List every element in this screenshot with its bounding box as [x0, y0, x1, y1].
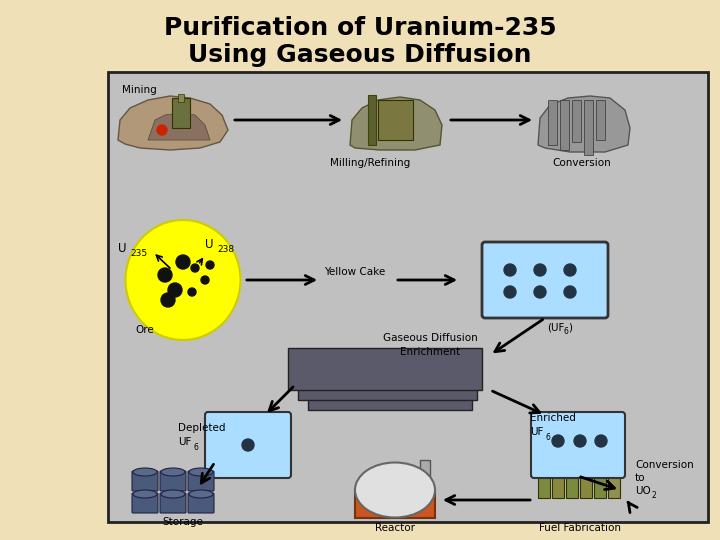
FancyBboxPatch shape	[205, 412, 291, 478]
Text: Enrichment: Enrichment	[400, 347, 460, 357]
Circle shape	[564, 286, 576, 298]
Text: UO: UO	[635, 486, 651, 496]
Text: Fuel Fabrication: Fuel Fabrication	[539, 523, 621, 533]
Circle shape	[242, 439, 254, 451]
Text: Depleted: Depleted	[178, 423, 225, 433]
Text: Using Gaseous Diffusion: Using Gaseous Diffusion	[188, 43, 532, 67]
FancyBboxPatch shape	[172, 98, 190, 128]
Text: 6: 6	[194, 442, 199, 451]
Circle shape	[552, 435, 564, 447]
Text: UF: UF	[530, 427, 544, 437]
FancyBboxPatch shape	[560, 100, 569, 150]
FancyBboxPatch shape	[308, 368, 472, 410]
Polygon shape	[118, 96, 228, 150]
Circle shape	[595, 435, 607, 447]
Text: 6: 6	[563, 327, 568, 336]
Text: (UF: (UF	[547, 323, 564, 333]
Text: Purification of Uranium-235: Purification of Uranium-235	[163, 16, 557, 40]
Text: Conversion: Conversion	[635, 460, 694, 470]
Text: Ore: Ore	[135, 325, 154, 335]
Ellipse shape	[161, 490, 185, 498]
FancyBboxPatch shape	[580, 446, 592, 498]
FancyBboxPatch shape	[538, 443, 550, 498]
Polygon shape	[350, 97, 442, 150]
Text: Milling/Refining: Milling/Refining	[330, 158, 410, 168]
Text: Storage: Storage	[163, 517, 204, 527]
FancyBboxPatch shape	[572, 100, 581, 142]
FancyBboxPatch shape	[132, 471, 158, 491]
FancyBboxPatch shape	[108, 72, 708, 522]
Text: Conversion: Conversion	[553, 158, 611, 168]
Circle shape	[161, 293, 175, 307]
FancyBboxPatch shape	[368, 95, 376, 145]
Text: UF: UF	[178, 437, 192, 447]
FancyBboxPatch shape	[548, 100, 557, 145]
Polygon shape	[538, 96, 630, 152]
Ellipse shape	[161, 468, 185, 476]
Circle shape	[574, 435, 586, 447]
Text: to: to	[635, 473, 646, 483]
Circle shape	[188, 288, 196, 296]
Ellipse shape	[125, 220, 240, 340]
FancyBboxPatch shape	[188, 471, 214, 491]
Circle shape	[157, 125, 167, 135]
Circle shape	[201, 276, 209, 284]
FancyBboxPatch shape	[584, 100, 593, 155]
Text: 6: 6	[546, 433, 551, 442]
FancyBboxPatch shape	[566, 438, 578, 498]
Polygon shape	[148, 113, 210, 140]
Circle shape	[534, 286, 546, 298]
FancyBboxPatch shape	[596, 100, 605, 140]
FancyBboxPatch shape	[420, 460, 430, 490]
Text: U: U	[118, 241, 127, 254]
FancyBboxPatch shape	[531, 412, 625, 478]
Text: Gaseous Diffusion: Gaseous Diffusion	[382, 333, 477, 343]
Circle shape	[206, 261, 214, 269]
Text: Enriched: Enriched	[530, 413, 576, 423]
Ellipse shape	[189, 468, 213, 476]
Text: ): )	[568, 323, 572, 333]
FancyBboxPatch shape	[482, 242, 608, 318]
FancyBboxPatch shape	[160, 493, 186, 513]
Circle shape	[191, 264, 199, 272]
Ellipse shape	[189, 490, 213, 498]
FancyBboxPatch shape	[178, 94, 184, 102]
FancyBboxPatch shape	[188, 493, 214, 513]
Circle shape	[168, 283, 182, 297]
FancyBboxPatch shape	[288, 348, 482, 390]
Text: Yellow Cake: Yellow Cake	[325, 267, 386, 277]
FancyBboxPatch shape	[132, 493, 158, 513]
Circle shape	[534, 264, 546, 276]
Ellipse shape	[133, 490, 157, 498]
Text: Reactor: Reactor	[375, 523, 415, 533]
Text: Mining: Mining	[122, 85, 157, 95]
Text: 235: 235	[130, 248, 147, 258]
FancyBboxPatch shape	[608, 453, 620, 498]
Circle shape	[504, 264, 516, 276]
Circle shape	[176, 255, 190, 269]
Circle shape	[504, 286, 516, 298]
FancyBboxPatch shape	[160, 471, 186, 491]
FancyBboxPatch shape	[378, 100, 413, 140]
FancyBboxPatch shape	[355, 490, 435, 518]
Text: 2: 2	[651, 491, 656, 501]
FancyBboxPatch shape	[552, 450, 564, 498]
FancyBboxPatch shape	[298, 358, 477, 400]
Ellipse shape	[355, 462, 435, 517]
Circle shape	[564, 264, 576, 276]
Text: 238: 238	[217, 246, 234, 254]
FancyBboxPatch shape	[594, 440, 606, 498]
Text: U: U	[205, 239, 214, 252]
Ellipse shape	[133, 468, 157, 476]
Circle shape	[158, 268, 172, 282]
